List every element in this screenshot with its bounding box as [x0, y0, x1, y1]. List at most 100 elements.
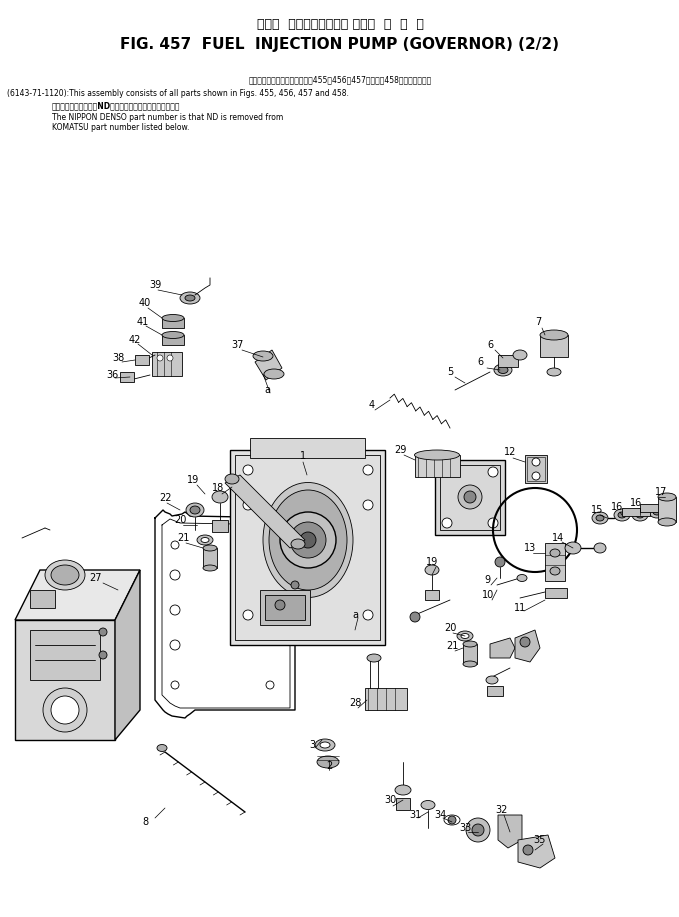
Ellipse shape	[317, 756, 339, 768]
Text: 2: 2	[326, 761, 332, 771]
Polygon shape	[498, 815, 522, 848]
Ellipse shape	[457, 631, 473, 641]
Ellipse shape	[269, 490, 347, 590]
Polygon shape	[230, 450, 385, 645]
Circle shape	[523, 845, 533, 855]
Ellipse shape	[51, 565, 79, 585]
Circle shape	[458, 485, 482, 509]
Bar	[265, 595, 305, 620]
Ellipse shape	[315, 739, 335, 751]
Circle shape	[495, 557, 505, 567]
Ellipse shape	[395, 785, 411, 795]
Circle shape	[363, 500, 373, 510]
Polygon shape	[15, 620, 115, 740]
Bar	[527, 457, 545, 481]
Circle shape	[448, 816, 456, 824]
Text: 34: 34	[434, 810, 446, 820]
Circle shape	[363, 465, 373, 475]
Bar	[365, 688, 407, 710]
Bar	[396, 798, 410, 810]
Text: 21: 21	[177, 533, 189, 543]
Ellipse shape	[636, 512, 644, 518]
Text: 31: 31	[409, 810, 421, 820]
Text: (6143-71-1120):This assembly consists of all parts shown in Figs. 455, 456, 457 : (6143-71-1120):This assembly consists of…	[7, 89, 349, 97]
Ellipse shape	[186, 503, 204, 517]
Bar	[120, 372, 134, 382]
Text: 7: 7	[535, 317, 541, 327]
Text: 37: 37	[232, 340, 244, 350]
Bar	[545, 543, 565, 581]
Text: 6: 6	[487, 340, 493, 350]
Text: 14: 14	[552, 533, 564, 543]
Text: 11: 11	[514, 603, 526, 613]
Ellipse shape	[263, 482, 353, 598]
Text: 39: 39	[149, 280, 161, 290]
Ellipse shape	[203, 545, 217, 551]
Text: 42: 42	[129, 335, 141, 345]
Circle shape	[243, 610, 253, 620]
Ellipse shape	[653, 509, 661, 515]
Ellipse shape	[197, 535, 213, 545]
Polygon shape	[15, 570, 140, 620]
Text: 5: 5	[447, 367, 453, 377]
Text: 日本デンソー部品番号NDを取ったものが本管理番号です。: 日本デンソー部品番号NDを取ったものが本管理番号です。	[52, 102, 181, 111]
Text: 1: 1	[300, 451, 306, 461]
Ellipse shape	[486, 676, 498, 684]
Circle shape	[532, 472, 540, 480]
Text: a: a	[264, 385, 270, 395]
Text: 35: 35	[534, 835, 546, 845]
Ellipse shape	[212, 491, 228, 503]
Ellipse shape	[547, 368, 561, 376]
Text: KOMATSU part number listed below.: KOMATSU part number listed below.	[52, 123, 189, 131]
Circle shape	[300, 532, 316, 548]
Bar	[498, 355, 518, 367]
Circle shape	[466, 818, 490, 842]
Ellipse shape	[414, 450, 460, 460]
Text: 33: 33	[459, 823, 471, 833]
Ellipse shape	[658, 518, 676, 526]
Bar	[545, 588, 567, 598]
Text: 15: 15	[591, 505, 603, 515]
Text: 8: 8	[142, 817, 148, 827]
Circle shape	[280, 512, 336, 568]
Circle shape	[472, 824, 484, 836]
Text: 21: 21	[446, 641, 458, 651]
Polygon shape	[490, 638, 515, 658]
Ellipse shape	[596, 515, 604, 521]
Ellipse shape	[421, 801, 435, 810]
Ellipse shape	[461, 634, 469, 638]
Circle shape	[464, 491, 476, 503]
Bar	[135, 355, 149, 365]
Ellipse shape	[592, 512, 608, 524]
Circle shape	[410, 612, 420, 622]
Ellipse shape	[320, 742, 330, 748]
Text: 9: 9	[484, 575, 490, 585]
Ellipse shape	[264, 369, 284, 379]
Text: 40: 40	[139, 298, 151, 308]
Circle shape	[99, 628, 107, 636]
Ellipse shape	[45, 560, 85, 590]
Polygon shape	[225, 475, 305, 548]
Text: 12: 12	[504, 447, 516, 457]
Bar	[640, 504, 668, 512]
Text: 6: 6	[477, 357, 483, 367]
Text: 18: 18	[212, 483, 224, 493]
Text: このアセンブリの構成部品は図455、456、457および図458を参照下さい。: このアセンブリの構成部品は図455、456、457および図458を参照下さい。	[249, 75, 432, 84]
Ellipse shape	[565, 542, 581, 554]
Circle shape	[157, 355, 163, 361]
Ellipse shape	[253, 351, 273, 361]
Text: 16: 16	[611, 502, 623, 512]
Circle shape	[291, 581, 299, 589]
Circle shape	[51, 696, 79, 724]
Polygon shape	[518, 835, 555, 868]
Bar	[425, 590, 439, 600]
Ellipse shape	[157, 745, 167, 752]
Circle shape	[532, 458, 540, 466]
Circle shape	[243, 500, 253, 510]
Circle shape	[99, 651, 107, 659]
Text: 28: 28	[349, 698, 361, 708]
Bar	[658, 497, 676, 522]
Bar	[487, 686, 503, 696]
Text: 16: 16	[630, 498, 642, 508]
Ellipse shape	[517, 574, 527, 581]
